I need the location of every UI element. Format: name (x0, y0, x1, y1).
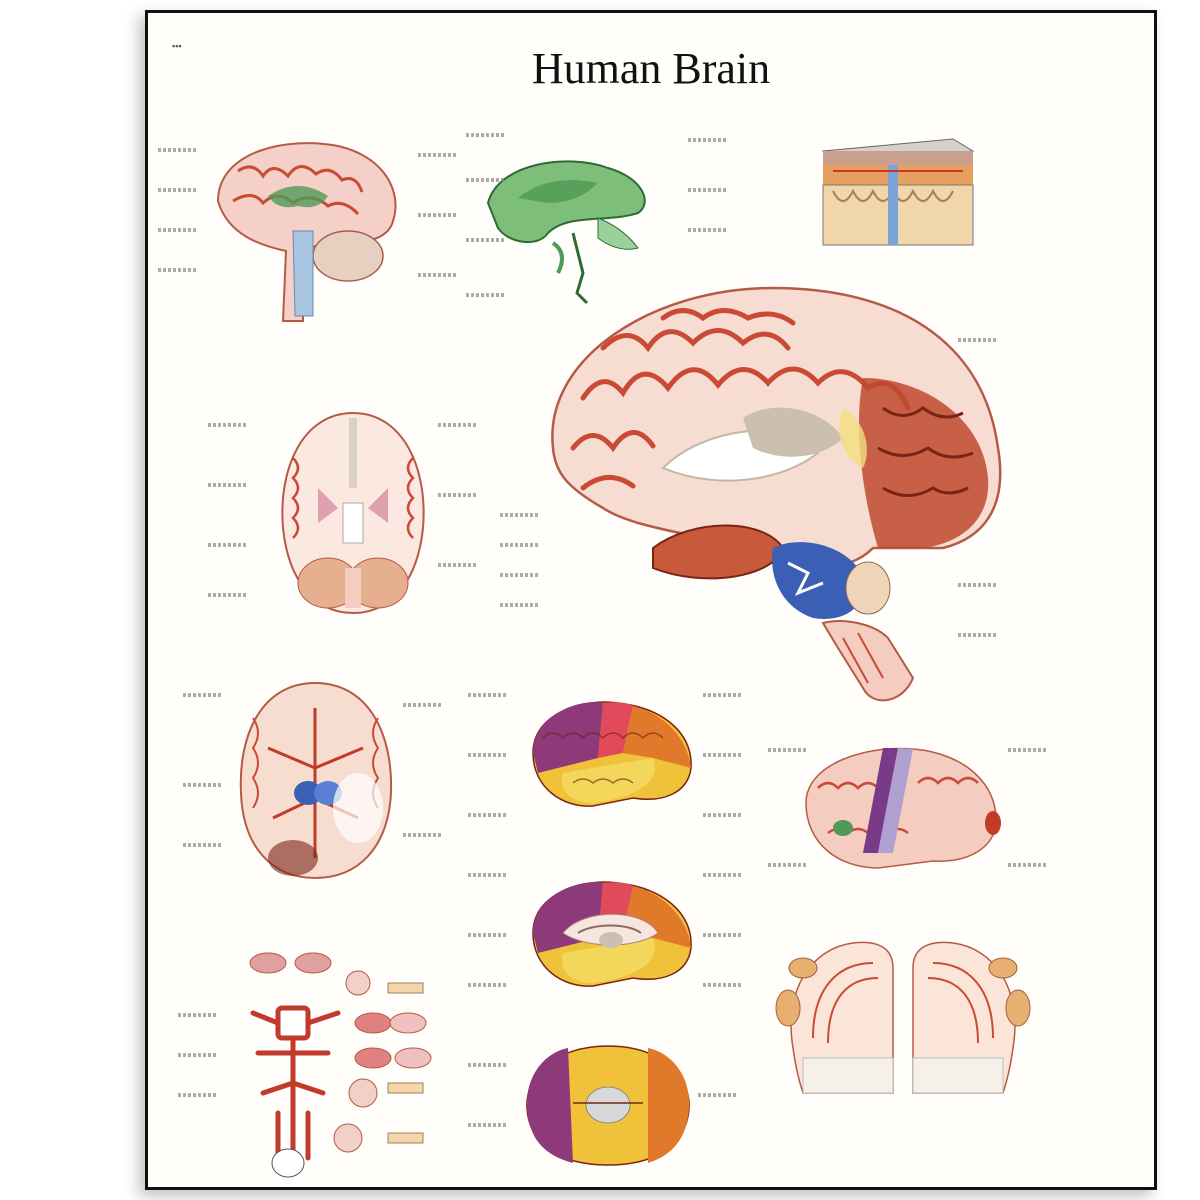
label-leader (500, 603, 540, 607)
lateral-hemisphere-panel (523, 698, 698, 813)
label-leader (468, 1123, 508, 1127)
meninges-block-icon (821, 138, 975, 246)
brain-lateral-colored-icon (532, 701, 692, 807)
poster: Human Brain (145, 10, 1157, 1190)
label-leader (466, 178, 506, 182)
label-leader (158, 228, 198, 232)
label-leader (688, 188, 728, 192)
medial-hemisphere-panel (523, 878, 698, 993)
brain-medial-colored-icon (532, 881, 692, 987)
label-leader (418, 213, 458, 217)
label-leader (183, 783, 223, 787)
label-leader (468, 933, 508, 937)
label-leader (158, 268, 198, 272)
medial-section-panel (208, 131, 408, 331)
meninges-panel (803, 131, 978, 251)
label-leader (688, 138, 728, 142)
label-leader (208, 543, 248, 547)
label-leader (688, 228, 728, 232)
label-leader (958, 583, 998, 587)
brain-large-icon (551, 286, 1002, 702)
label-leader (958, 633, 998, 637)
label-leader (500, 573, 540, 577)
label-leader (178, 1013, 218, 1017)
label-leader (466, 293, 506, 297)
basal-view-panel (523, 1043, 693, 1168)
label-leader (418, 273, 458, 277)
label-leader (703, 983, 743, 987)
label-leader (468, 1063, 508, 1067)
label-leader (468, 873, 508, 877)
label-leader (208, 593, 248, 597)
label-leader (208, 423, 248, 427)
catalog-code: ▪▪▪ (172, 41, 182, 51)
label-leader (703, 813, 743, 817)
label-leader (703, 693, 743, 697)
label-leader (703, 873, 743, 877)
label-leader (698, 1093, 738, 1097)
label-leader (958, 338, 998, 342)
arterial-schematic-panel (248, 952, 448, 1178)
large-sagittal-brain-panel (543, 278, 1013, 708)
ventricular-system-panel (478, 153, 678, 313)
brain-sagittal-icon (216, 142, 397, 322)
label-leader (1008, 863, 1048, 867)
homunculus-section-icon (775, 941, 1031, 1094)
label-leader (418, 153, 458, 157)
label-leader (768, 863, 808, 867)
label-leader (468, 693, 508, 697)
label-leader (183, 843, 223, 847)
label-leader (500, 543, 540, 547)
label-leader (208, 483, 248, 487)
poster-title: Human Brain (531, 44, 771, 93)
horizontal-section-panel (273, 408, 433, 618)
label-leader (468, 753, 508, 757)
brain-horizontal-icon (281, 411, 425, 615)
label-leader (438, 423, 478, 427)
label-leader (768, 748, 808, 752)
label-leader (500, 513, 540, 517)
label-leader (438, 493, 478, 497)
label-leader (403, 833, 443, 837)
brain-speech-areas-icon (805, 747, 1001, 869)
brain-basal-arteries-icon (239, 681, 393, 880)
label-leader (466, 238, 506, 242)
artery-schematic-icon (249, 952, 432, 1178)
label-leader (158, 188, 198, 192)
label-leader (438, 563, 478, 567)
label-leader (178, 1093, 218, 1097)
label-leader (468, 813, 508, 817)
ventricle-icon (486, 160, 646, 305)
label-leader (466, 133, 506, 137)
somatotopy-panel (773, 928, 1033, 1098)
arterial-supply-panel (233, 678, 398, 883)
label-leader (1008, 748, 1048, 752)
brain-basal-colored-icon (526, 1045, 690, 1166)
label-leader (468, 983, 508, 987)
label-leader (403, 703, 443, 707)
speech-centers-panel (798, 743, 1003, 873)
label-leader (703, 753, 743, 757)
label-leader (178, 1053, 218, 1057)
label-leader (158, 148, 198, 152)
label-leader (703, 933, 743, 937)
label-leader (183, 693, 223, 697)
